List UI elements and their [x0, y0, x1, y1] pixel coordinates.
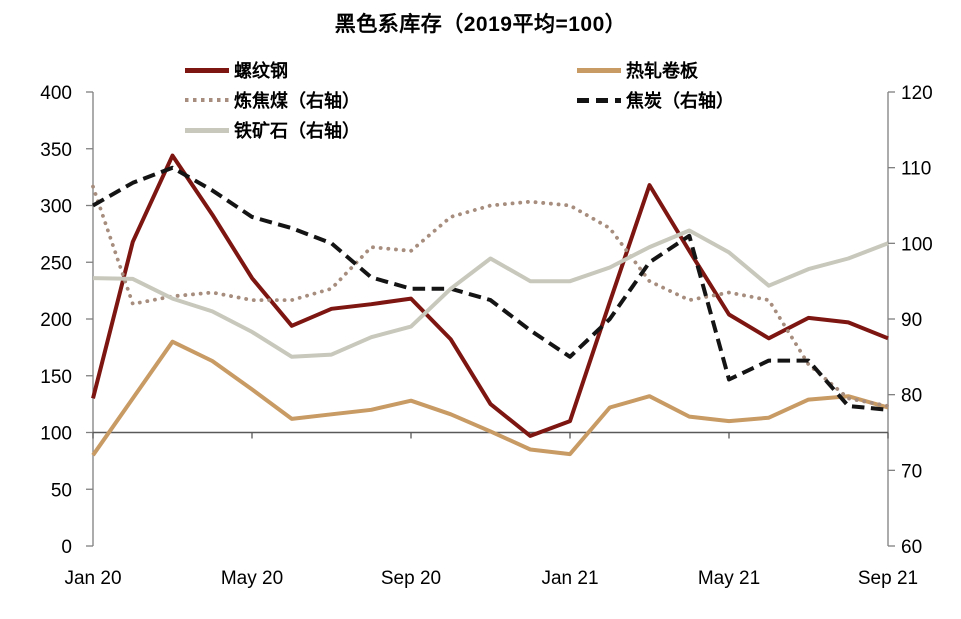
svg-text:150: 150: [40, 367, 72, 388]
svg-text:80: 80: [901, 386, 922, 407]
chart-title: 黑色系库存（2019平均=100）: [334, 13, 627, 36]
svg-text:60: 60: [901, 537, 922, 558]
svg-text:350: 350: [40, 140, 72, 161]
svg-text:300: 300: [40, 197, 72, 218]
svg-text:100: 100: [901, 234, 933, 255]
svg-text:100: 100: [40, 424, 72, 445]
rebar-line-swatch: [185, 67, 229, 73]
svg-text:120: 120: [901, 83, 933, 104]
svg-text:200: 200: [40, 310, 72, 331]
svg-text:70: 70: [901, 461, 922, 482]
legend-item-iron-ore[interactable]: 铁矿石（右轴）: [185, 119, 360, 141]
hot-rolled-coil-line-swatch: [577, 67, 621, 73]
svg-text:250: 250: [40, 253, 72, 274]
legend-item-hot-rolled-coil[interactable]: 热轧卷板: [577, 59, 698, 81]
svg-text:Jan 21: Jan 21: [541, 568, 598, 589]
svg-text:Sep 20: Sep 20: [381, 568, 441, 589]
svg-text:50: 50: [51, 480, 72, 501]
svg-text:110: 110: [901, 159, 931, 180]
legend-item-rebar[interactable]: 螺纹钢: [185, 59, 288, 81]
legend-label: 炼焦煤（右轴）: [234, 91, 360, 111]
svg-text:May 20: May 20: [221, 568, 283, 589]
svg-text:Sep 21: Sep 21: [858, 568, 918, 589]
iron-ore-line-swatch: [185, 127, 229, 133]
legend-item-coking-coal[interactable]: 炼焦煤（右轴）: [185, 89, 360, 111]
legend-label: 铁矿石（右轴）: [234, 121, 360, 141]
svg-text:400: 400: [40, 83, 72, 104]
legend-label: 螺纹钢: [234, 61, 288, 81]
svg-text:0: 0: [61, 537, 72, 558]
legend-label: 热轧卷板: [626, 61, 698, 81]
svg-text:Jan 20: Jan 20: [64, 568, 121, 589]
svg-text:May 21: May 21: [698, 568, 760, 589]
coking-coal-line-swatch: [185, 98, 229, 102]
coke-line-swatch: [577, 97, 621, 103]
svg-text:90: 90: [901, 310, 922, 331]
legend-item-coke[interactable]: 焦炭（右轴）: [577, 89, 734, 111]
legend-label: 焦炭（右轴）: [626, 91, 734, 111]
